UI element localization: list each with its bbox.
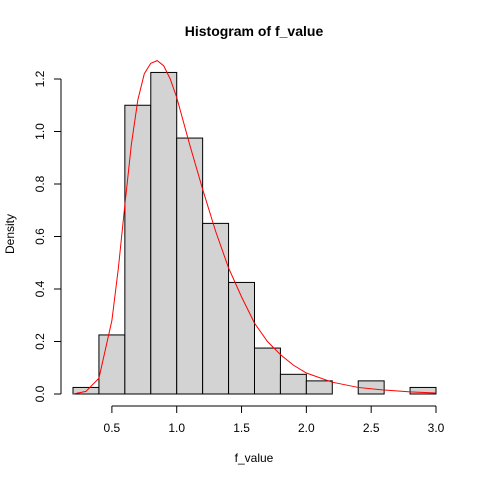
x-tick-label: 1.5: [233, 421, 250, 435]
y-tick-label: 0.4: [33, 280, 47, 297]
y-tick-label: 1.2: [33, 70, 47, 87]
histogram-bar: [280, 374, 306, 394]
y-tick-label: 0.0: [33, 385, 47, 402]
histogram-bar: [151, 72, 177, 394]
x-tick-label: 1.0: [168, 421, 185, 435]
y-tick-label: 0.2: [33, 333, 47, 350]
histogram-bar: [306, 381, 332, 394]
x-tick-label: 0.5: [104, 421, 121, 435]
histogram-bar: [229, 282, 255, 394]
histogram-bars: [73, 72, 436, 394]
x-tick-label: 3.0: [428, 421, 445, 435]
y-axis-label: Density: [3, 214, 17, 254]
x-tick-label: 2.0: [298, 421, 315, 435]
y-tick-label: 1.0: [33, 123, 47, 140]
x-tick-label: 2.5: [363, 421, 380, 435]
histogram-bar: [125, 105, 151, 394]
chart-title: Histogram of f_value: [185, 23, 324, 39]
x-axis-label: f_value: [235, 451, 274, 465]
histogram-bar: [203, 223, 229, 394]
y-tick-label: 0.8: [33, 175, 47, 192]
y-axis: 0.0 0.2 0.4 0.6 0.8 1.0 1.2: [33, 70, 61, 402]
x-axis: 0.5 1.0 1.5 2.0 2.5 3.0: [104, 406, 445, 435]
y-tick-label: 0.6: [33, 228, 47, 245]
histogram-bar: [255, 348, 281, 394]
histogram-bar: [99, 335, 125, 394]
